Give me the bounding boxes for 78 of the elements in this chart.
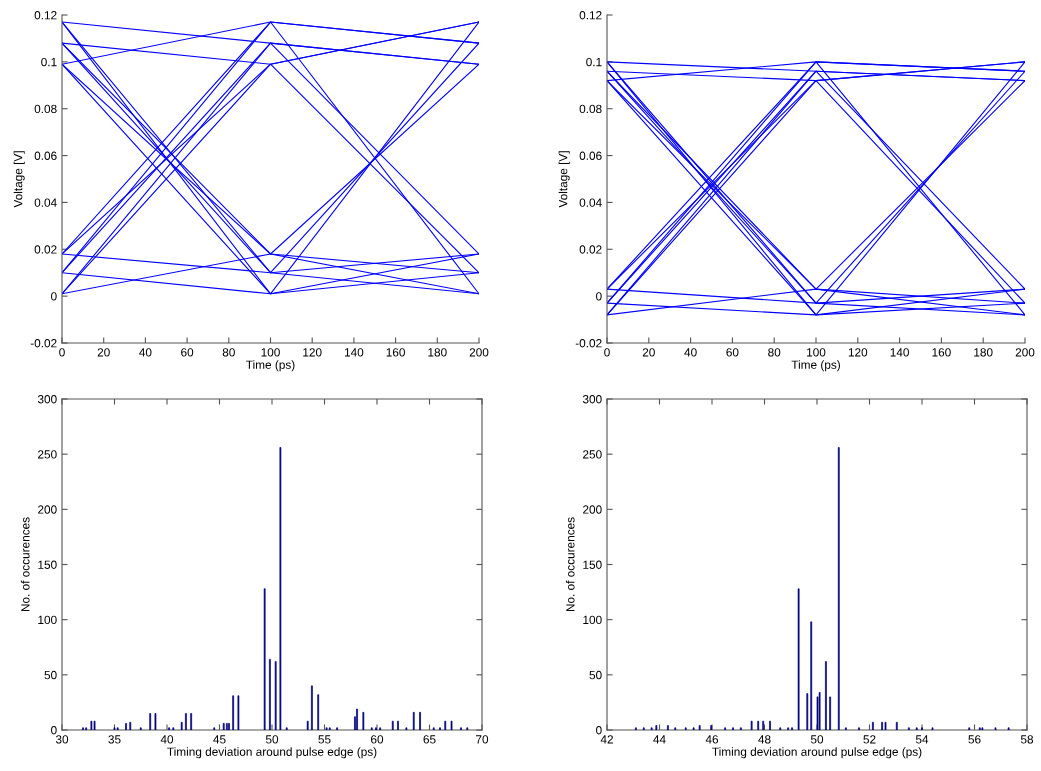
y-axis-title: Voltage [V] — [558, 151, 570, 208]
x-tick-label: 56 — [968, 735, 981, 744]
x-tick-label: 35 — [108, 735, 121, 744]
x-tick-label: 160 — [386, 348, 405, 357]
x-tick-label: 20 — [642, 348, 655, 357]
x-tick-label: 20 — [97, 348, 110, 357]
x-tick-label: 44 — [653, 735, 666, 744]
y-axis-title: No. of occurences — [20, 517, 30, 612]
y-tick-label: 0.06 — [34, 151, 57, 160]
x-tick-label: 120 — [848, 348, 868, 357]
x-tick-label: 30 — [55, 735, 69, 744]
y-tick-label: 50 — [44, 670, 57, 680]
x-tick-label: 50 — [810, 735, 824, 744]
y-tick-label: 200 — [583, 505, 602, 514]
y-tick-label: 0.1 — [41, 57, 57, 67]
y-tick-label: 0.08 — [579, 104, 602, 114]
y-tick-label: -0.02 — [30, 339, 57, 348]
y-tick-label: 0 — [51, 292, 57, 301]
x-tick-label: 60 — [181, 348, 194, 357]
x-axis-title: Timing deviation around pulse edge (ps) — [712, 747, 922, 759]
y-tick-label: 150 — [38, 560, 57, 569]
y-tick-label: 0.06 — [579, 151, 602, 160]
y-tick-label: 100 — [583, 615, 602, 625]
x-tick-label: 65 — [423, 735, 436, 744]
x-tick-label: 140 — [890, 348, 909, 357]
x-tick-label: 100 — [807, 348, 826, 357]
x-tick-label: 100 — [261, 348, 280, 357]
x-tick-label: 120 — [303, 348, 322, 357]
x-tick-label: 52 — [863, 735, 876, 744]
y-tick-label: 100 — [38, 615, 57, 625]
x-tick-label: 80 — [222, 348, 235, 357]
x-tick-label: 40 — [139, 348, 152, 357]
y-tick-label: 300 — [37, 395, 57, 404]
x-tick-label: 0 — [59, 348, 65, 357]
x-tick-label: 200 — [1015, 348, 1035, 357]
x-tick-label: 40 — [684, 348, 697, 357]
x-tick-label: 45 — [213, 735, 226, 744]
x-axis-title: Timing deviation around pulse edge (ps) — [167, 747, 377, 759]
x-tick-label: 48 — [758, 735, 771, 744]
y-tick-label: 0 — [51, 726, 57, 735]
x-tick-label: 50 — [265, 735, 279, 744]
y-tick-label: 250 — [583, 450, 602, 459]
y-tick-label: 150 — [583, 560, 602, 569]
y-axis-title: Voltage [V] — [13, 151, 25, 208]
x-tick-label: 58 — [1020, 735, 1034, 744]
x-tick-label: 40 — [160, 735, 174, 744]
y-axis-title: No. of occurences — [565, 517, 575, 612]
y-tick-label: 0.02 — [579, 245, 602, 254]
y-tick-label: 0.12 — [34, 11, 57, 20]
y-tick-label: 0.1 — [586, 57, 602, 67]
x-axis-title: Time (ps) — [246, 360, 295, 372]
x-tick-label: 70 — [476, 735, 489, 744]
x-tick-label: 54 — [915, 735, 929, 744]
y-tick-label: 0.02 — [34, 245, 57, 254]
x-tick-label: 42 — [600, 735, 613, 744]
y-tick-label: 0 — [596, 726, 602, 735]
y-tick-label: -0.02 — [575, 339, 602, 348]
x-tick-label: 160 — [932, 348, 951, 357]
y-tick-label: 0 — [596, 292, 602, 301]
x-tick-label: 200 — [469, 348, 489, 357]
y-tick-label: 0.08 — [34, 104, 57, 114]
x-tick-label: 180 — [428, 348, 447, 357]
y-tick-label: 300 — [582, 395, 602, 404]
x-tick-label: 80 — [768, 348, 781, 357]
y-tick-label: 0.04 — [579, 198, 602, 207]
x-tick-label: 46 — [705, 735, 719, 744]
x-tick-label: 60 — [726, 348, 739, 357]
y-tick-label: 50 — [589, 670, 602, 680]
x-tick-label: 60 — [371, 735, 384, 744]
y-tick-label: 200 — [38, 505, 57, 514]
x-axis-title: Time (ps) — [791, 360, 840, 372]
y-tick-label: 0.04 — [34, 198, 57, 207]
x-tick-label: 140 — [344, 348, 364, 357]
x-tick-label: 180 — [974, 348, 993, 357]
x-tick-label: 55 — [318, 735, 331, 744]
x-tick-label: 0 — [604, 348, 610, 357]
y-tick-label: 0.12 — [579, 11, 602, 20]
y-tick-label: 250 — [38, 450, 57, 459]
